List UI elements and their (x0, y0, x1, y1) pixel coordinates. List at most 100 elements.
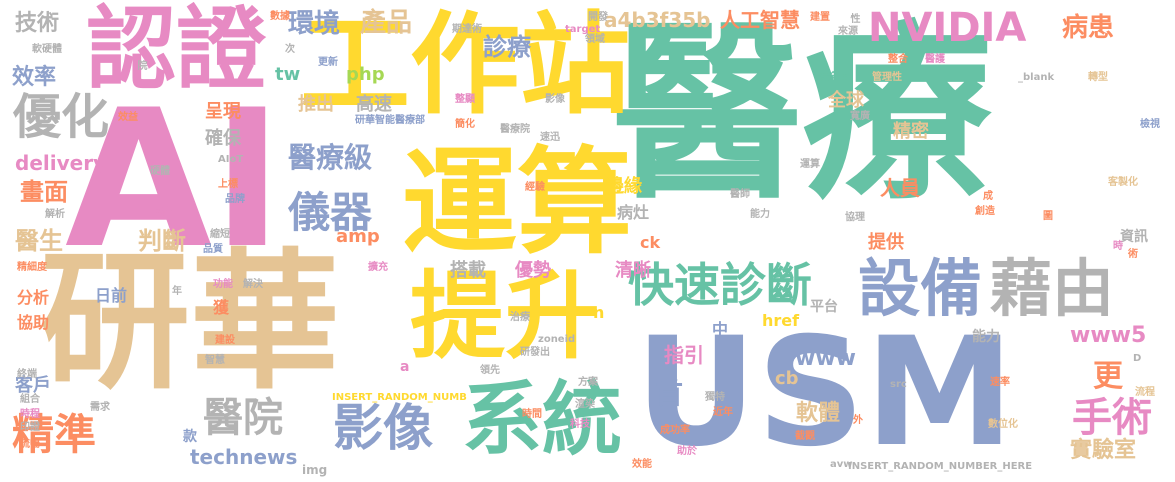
word-cloud-word: 時 (1113, 241, 1123, 252)
word-cloud-word: 解析 (45, 209, 65, 220)
word-cloud-word: 圖 (1043, 211, 1053, 222)
word-cloud-word: 組合 (20, 394, 40, 405)
word-cloud-word: 診療 (483, 33, 531, 61)
word-cloud-word: 精密 (893, 121, 929, 142)
word-cloud-word: 軟體 (796, 401, 841, 426)
word-cloud-word: 款 (183, 429, 197, 445)
word-cloud-word: 實驗室 (1070, 438, 1137, 463)
word-cloud-word: 優勢 (515, 260, 551, 281)
word-cloud-word: 儀器 (288, 188, 373, 237)
word-cloud-word: 硬體 (150, 166, 170, 177)
word-cloud-word: 邊緣 (606, 176, 642, 197)
word-cloud-word: 工作站 (300, 1, 630, 129)
word-cloud-word: 指引 (664, 343, 704, 367)
word-cloud-word: img (302, 463, 328, 477)
word-cloud-word: INSERT_RANDOM_NUMBER_HERE (848, 461, 1033, 472)
word-cloud-word: 病灶 (617, 203, 650, 222)
word-cloud-word: 研發出 (520, 347, 550, 358)
word-cloud-word: technews (190, 445, 298, 469)
word-cloud-word: 安全性 (818, 72, 848, 83)
word-cloud-word: n (593, 303, 605, 322)
word-cloud-word: 效益 (118, 112, 138, 123)
word-cloud-word: 人工智慧 (720, 8, 800, 32)
word-cloud-word: 縮短 (210, 229, 230, 240)
word-cloud-word: 來源 (838, 26, 858, 37)
word-cloud-word: 次 (285, 44, 295, 55)
word-cloud-word: 簡化 (455, 119, 475, 130)
word-cloud-word: src (890, 379, 907, 390)
word-cloud-word: 日前 (95, 286, 128, 305)
word-cloud-word: 術 (1128, 249, 1138, 260)
word-cloud-word: 建設 (215, 335, 235, 346)
word-cloud-word: 渲染 (575, 399, 595, 410)
word-cloud-word: 速迅 (540, 132, 560, 143)
word-cloud-word: 助於 (677, 446, 697, 457)
word-cloud-word: 領域 (585, 34, 605, 45)
word-cloud-word: 能力 (972, 329, 1000, 345)
word-cloud-word: 性 (848, 13, 859, 23)
word-cloud-word: 客製化 (1108, 177, 1138, 188)
word-cloud-word: 更新 (318, 57, 338, 68)
word-cloud-word: 轉型 (1088, 72, 1108, 83)
word-cloud-word: 寬廣 (850, 111, 870, 122)
word-cloud-word: 運算 (800, 159, 820, 170)
word-cloud-word: 成 (983, 191, 993, 202)
word-cloud-word: 優化 (13, 89, 110, 145)
word-cloud-word: 搭載 (450, 260, 486, 281)
word-cloud-word: 需求 (90, 402, 110, 413)
word-cloud-word: 流暢 (20, 439, 40, 450)
word-cloud-word: 時間 (522, 409, 542, 420)
word-cloud-word: 建置 (810, 12, 830, 23)
word-cloud-word: 科技 (570, 419, 590, 430)
word-cloud-word: 外 (853, 415, 863, 426)
word-cloud-word: 醫院 (203, 395, 283, 441)
word-cloud-word: 方案 (578, 377, 598, 388)
word-cloud-word: 終端 (17, 369, 37, 380)
word-cloud-word: 分析 (17, 288, 50, 307)
word-cloud-word: 基礎 (152, 207, 172, 218)
word-cloud-word: 畫面 (20, 178, 68, 206)
word-cloud-word: 管理性 (872, 72, 902, 83)
word-cloud-word: 軟硬體 (32, 44, 62, 55)
word-cloud-word: 數位化 (988, 419, 1018, 430)
word-cloud-word: 整顯 (455, 94, 475, 105)
word-cloud-word: 近年 (713, 407, 733, 418)
word-cloud-word: amp (336, 226, 380, 247)
word-cloud-word: 藉由 (990, 252, 1115, 325)
word-cloud-word: 檢視 (1140, 119, 1160, 130)
word-cloud-word: 更 (1093, 359, 1123, 394)
word-cloud-word: tw (275, 64, 301, 85)
word-cloud-word: delivery (15, 151, 107, 175)
word-cloud-word: 解決 (243, 279, 263, 290)
word-cloud-word: 年 (172, 286, 182, 297)
word-cloud-word: 成功率 (660, 425, 690, 436)
word-cloud-word: 影像 (545, 94, 565, 105)
word-cloud-word: NVIDIA (868, 5, 1027, 51)
word-cloud-word: 提升 (410, 262, 601, 372)
word-cloud-word: 速率 (990, 377, 1010, 388)
word-cloud-word: www5 (1070, 323, 1147, 348)
word-cloud-word: 數據 (270, 11, 290, 22)
word-cloud-word: 協助 (17, 313, 50, 332)
word-cloud-word: 效率 (12, 65, 57, 90)
word-cloud-word: 醫師 (730, 189, 750, 200)
word-cloud-word: a4b3f35b (604, 8, 711, 32)
word-cloud-word: 精細度 (17, 262, 47, 273)
word-cloud-word: 協理 (845, 212, 865, 223)
word-cloud-word: _blank (1018, 72, 1055, 83)
word-cloud-word: 設備 (858, 252, 983, 325)
word-cloud-word: 創造 (975, 206, 995, 217)
word-cloud-word: 品質 (203, 244, 223, 255)
word-cloud-word: 手術 (1072, 395, 1152, 441)
word-cloud-word: 推出 (298, 94, 334, 115)
word-cloud-word: 品牌 (225, 194, 245, 205)
word-cloud-word: ck (640, 233, 661, 252)
word-cloud-word: 時程 (20, 409, 40, 420)
word-cloud-word: 院 (135, 60, 146, 70)
word-cloud-word: 截觀 (795, 431, 815, 442)
word-cloud-word: 技術 (15, 11, 60, 36)
word-cloud-word: zoneid (538, 334, 576, 345)
word-cloud-word: a (400, 359, 410, 375)
word-cloud-word: 清晰 (615, 260, 651, 281)
